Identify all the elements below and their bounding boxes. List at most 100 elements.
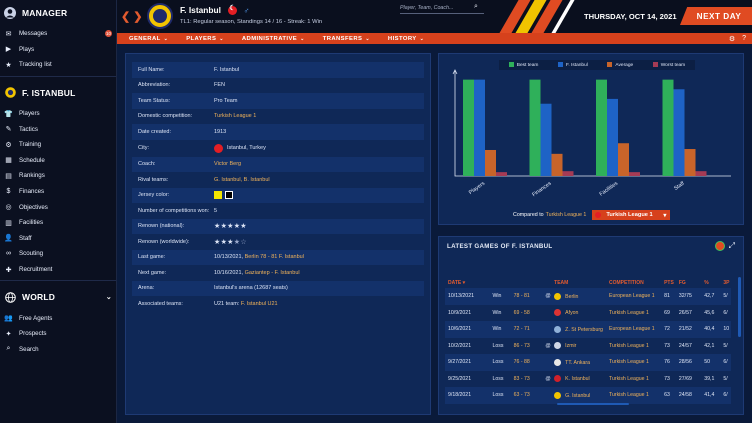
sidebar-item-rankings[interactable]: ▤ Rankings: [0, 168, 116, 184]
next-day-button[interactable]: NEXT DAY: [680, 7, 752, 25]
games-table-row[interactable]: 9/25/2021 Loss 83 - 73 @ K. Istanbul Turkish …: [445, 371, 731, 388]
sidebar-item-tactics[interactable]: ✎ Tactics: [0, 121, 116, 137]
game-opponent[interactable]: K. Istanbul: [551, 371, 606, 388]
game-opponent[interactable]: TT. Ankara: [551, 354, 606, 371]
sidebar-item-facilities[interactable]: ▥ Facilities: [0, 215, 116, 231]
games-table-row[interactable]: 10/13/2021 Win 78 - 81 @ Berlin European Leag…: [445, 288, 731, 305]
game-competition[interactable]: Turkish League 1: [606, 387, 662, 404]
sidebar-item-finances[interactable]: $ Finances: [0, 184, 116, 200]
turkey-flag-icon: [228, 4, 238, 16]
menu-administrative[interactable]: ADMINISTRATIVE ⌄: [242, 36, 305, 42]
menu-players[interactable]: PLAYERS ⌄: [186, 36, 224, 42]
menu-history[interactable]: HISTORY ⌄: [388, 36, 424, 42]
info-row-next-game: Next game: 10/16/2021, Gaziantep - F. Ist…: [132, 265, 424, 281]
bar-finances-worst-team: [562, 171, 574, 176]
col-pct[interactable]: %: [701, 277, 720, 288]
chevron-down-icon[interactable]: ⌄: [105, 294, 112, 302]
settings-icon[interactable]: ⚙: [728, 36, 736, 43]
games-table-row[interactable]: 10/9/2021 Win 69 - 58 Afyon Turkish League 1…: [445, 305, 731, 322]
sidebar-item-recruitment[interactable]: ✚ Recruitment: [0, 262, 116, 278]
sidebar-item-schedule[interactable]: ▦ Schedule: [0, 153, 116, 169]
last-game-link[interactable]: Berlin 78 - 81 F. Istanbul: [244, 254, 304, 261]
menu-general[interactable]: GENERAL ⌄: [129, 36, 168, 42]
game-opponent[interactable]: Berlin: [551, 288, 606, 305]
info-row-rivals: Rival teams: G. Istanbul, B. Istanbul: [132, 172, 424, 188]
next-game-date: 10/16/2021,: [214, 269, 244, 276]
game-competition[interactable]: Turkish League 1: [609, 342, 649, 349]
info-label: Rival teams:: [138, 176, 169, 183]
search-icon[interactable]: ⌕: [474, 3, 478, 10]
game-score[interactable]: 69 - 58: [513, 309, 530, 316]
sidebar-club-title: F. ISTANBUL: [22, 87, 76, 98]
col-pts[interactable]: PTS: [661, 277, 676, 288]
sidebar-item-messages[interactable]: ✉ Messages 10: [0, 26, 116, 42]
col-3p[interactable]: 3P: [720, 277, 731, 288]
league-prefix[interactable]: TL1:: [180, 19, 192, 25]
rivals-link[interactable]: G. Istanbul, B. Istanbul: [214, 176, 270, 183]
chart-legend: Best team F. Istanbul Average Worst team: [499, 60, 695, 70]
game-competition[interactable]: Turkish League 1: [609, 309, 649, 316]
sidebar-item-tracking-list[interactable]: ★ Tracking list: [0, 57, 116, 73]
game-pts: 73: [664, 375, 670, 382]
col-date[interactable]: DATE ▾: [445, 277, 489, 288]
game-opponent[interactable]: Z. St Petersburg: [551, 321, 606, 338]
sidebar-world-header[interactable]: WORLD ⌄: [0, 284, 116, 310]
compare-league-select[interactable]: Turkish League 1: [592, 210, 671, 220]
game-score[interactable]: 83 - 73: [513, 375, 530, 382]
sidebar-item-prospects[interactable]: ✦ Prospects: [0, 326, 116, 342]
game-competition[interactable]: Turkish League 1: [609, 375, 649, 382]
games-vertical-scrollbar[interactable]: [738, 277, 741, 337]
legend-swatch: [508, 62, 514, 68]
sidebar-item-objectives[interactable]: ◎ Objectives: [0, 199, 116, 215]
game-score[interactable]: 63 - 73: [510, 387, 543, 404]
sidebar-item-players[interactable]: 👕 Players: [0, 106, 116, 122]
sidebar-manager-header[interactable]: MANAGER: [0, 0, 116, 26]
forward-arrow-icon[interactable]: ❯: [133, 11, 143, 23]
menu-transfers[interactable]: TRANSFERS ⌄: [323, 36, 370, 42]
sidebar-item-staff[interactable]: 👤 Staff: [0, 231, 116, 247]
game-score[interactable]: 76 - 88: [510, 354, 543, 371]
team-name: Izmir: [565, 343, 577, 350]
info-value: 5: [214, 207, 218, 214]
game-fg: 24/58: [675, 387, 702, 404]
coach-link[interactable]: Victor Berg: [214, 161, 242, 168]
help-icon[interactable]: ?: [742, 35, 746, 42]
info-value: Istanbul's arena (12687 seats): [214, 285, 288, 292]
sidebar-item-search[interactable]: ⌕ Search: [0, 342, 116, 358]
game-opponent[interactable]: Izmir: [551, 338, 606, 355]
col-team[interactable]: TEAM: [551, 277, 606, 288]
game-competition[interactable]: European League 1: [606, 288, 662, 305]
games-table-row[interactable]: 9/18/2021 Loss 63 - 73 G. Istanbul Turkish L…: [445, 387, 731, 404]
col-fg[interactable]: FG: [676, 277, 701, 288]
domestic-link[interactable]: Turkish League 1: [214, 113, 257, 120]
game-score[interactable]: 72 - 71: [510, 321, 543, 338]
target-icon: ◎: [5, 204, 12, 212]
sidebar-item-label: Scouting: [19, 250, 44, 258]
game-competition[interactable]: Turkish League 1: [606, 354, 662, 371]
sidebar-item-training[interactable]: ⚙ Training: [0, 137, 116, 153]
next-game-link[interactable]: Gaziantep - F. Istanbul: [244, 269, 300, 276]
game-score[interactable]: 86 - 73: [513, 342, 530, 349]
assoc-link[interactable]: F. Istanbul U21: [240, 300, 278, 307]
back-arrow-icon[interactable]: ❮: [121, 11, 131, 23]
sidebar-item-free-agents[interactable]: 👥 Free Agents: [0, 310, 116, 326]
city-text: Istanbul, Turkey: [227, 145, 266, 151]
game-score[interactable]: 78 - 81: [510, 288, 543, 305]
col-competition[interactable]: COMPETITION: [606, 277, 661, 288]
games-table-row[interactable]: 10/6/2021 Win 72 - 71 Z. St Petersburg Europ…: [445, 321, 731, 338]
sidebar-item-plays[interactable]: ▶ Plays: [0, 42, 116, 58]
team-name: TT. Ankara: [565, 359, 590, 366]
manager-avatar-icon: [4, 7, 16, 19]
expand-icon[interactable]: ⤢: [728, 241, 735, 250]
legend-swatch: [607, 62, 613, 68]
sidebar-item-scouting[interactable]: ∞ Scouting: [0, 246, 116, 262]
games-table-row[interactable]: 10/2/2021 Loss 86 - 73 @ Izmir Turkish League…: [445, 338, 731, 355]
games-table-row[interactable]: 9/27/2021 Loss 76 - 88 TT. Ankara Turkish Le…: [445, 354, 731, 371]
game-opponent[interactable]: Afyon: [551, 305, 606, 322]
compare-link[interactable]: Turkish League 1: [545, 212, 587, 218]
sidebar-club-header[interactable]: F. ISTANBUL: [0, 80, 116, 106]
games-horizontal-scrollbar[interactable]: [557, 403, 629, 405]
search-input[interactable]: Player, Team, Coach...: [400, 3, 484, 14]
game-competition[interactable]: European League 1: [606, 321, 662, 338]
game-opponent[interactable]: G. Istanbul: [551, 387, 606, 404]
